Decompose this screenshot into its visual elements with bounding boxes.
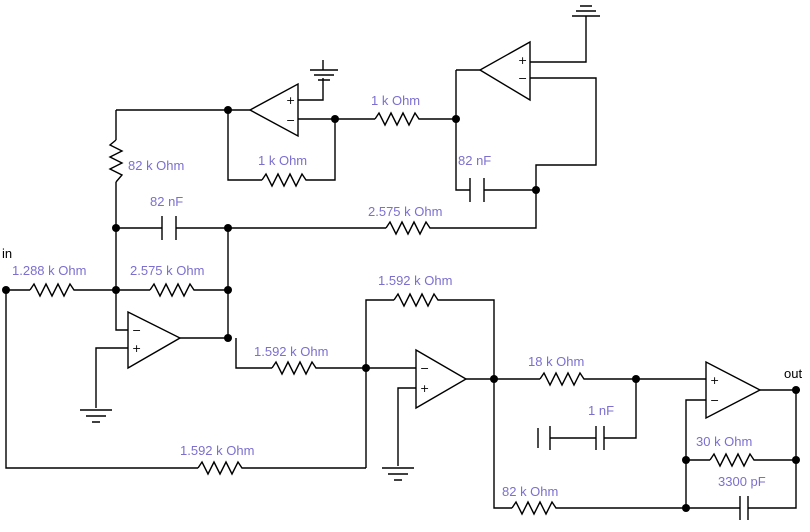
ground-symbols xyxy=(80,5,600,481)
svg-text:+: + xyxy=(420,382,429,395)
capacitor-3300pf xyxy=(739,496,749,520)
junction-dot xyxy=(682,504,690,512)
wire-opamp3-gnd xyxy=(95,347,128,408)
junction-dot xyxy=(682,456,690,464)
wire-opamp1-gnd xyxy=(298,78,324,101)
svg-text:−: − xyxy=(286,114,295,127)
ground-icon xyxy=(310,60,338,81)
resistor-1592-in xyxy=(271,360,322,376)
ground-icon xyxy=(572,5,600,17)
label-30k: 30 k Ohm xyxy=(696,434,752,449)
resistor-82k-top xyxy=(108,139,124,183)
label-1592-bottom: 1.592 k Ohm xyxy=(180,443,254,458)
wire-stage2-fb xyxy=(365,299,686,509)
label-1592-fb: 1.592 k Ohm xyxy=(378,273,452,288)
resistor-2575-sum xyxy=(149,282,200,298)
ground-icon xyxy=(80,409,112,423)
junction-dot xyxy=(792,456,800,464)
svg-text:+: + xyxy=(286,94,295,107)
wire-opamp5-fb xyxy=(685,389,800,509)
svg-text:−: − xyxy=(710,394,719,407)
label-82nf-main: 82 nF xyxy=(150,194,183,209)
resistor-30k xyxy=(709,452,760,468)
junction-dot xyxy=(224,224,232,232)
wire-1nf-shunt xyxy=(550,379,637,439)
label-1288-in: 1.288 k Ohm xyxy=(12,263,86,278)
label-3300pf: 3300 pF xyxy=(718,474,766,489)
wire-opamp1-fb xyxy=(227,110,336,181)
junction-dot xyxy=(532,186,540,194)
input-terminal xyxy=(2,286,10,294)
opamp-integrator2: + − xyxy=(478,40,531,102)
label-82k-bottom: 82 k Ohm xyxy=(502,484,558,499)
label-18k: 18 k Ohm xyxy=(528,354,584,369)
label-1k-fb: 1 k Ohm xyxy=(258,153,307,168)
opamps: + − + − − + − + + − xyxy=(127,40,762,420)
opamp-integrator1: + − xyxy=(248,82,299,138)
resistor-1k-fb xyxy=(261,172,310,188)
input-label: in xyxy=(2,246,12,261)
wire-left-bus xyxy=(115,110,128,331)
wire-summing-right xyxy=(180,228,229,339)
svg-text:−: − xyxy=(420,362,429,375)
resistor-1592-bottom xyxy=(197,460,248,476)
output-terminal xyxy=(792,386,800,394)
label-1k-in: 1 k Ohm xyxy=(371,93,420,108)
svg-text:−: − xyxy=(518,72,527,85)
resistor-1592-fb xyxy=(393,292,444,308)
resistor-1288-in xyxy=(29,282,80,298)
junction-dot xyxy=(331,115,339,123)
label-82k-top: 82 k Ohm xyxy=(128,158,184,173)
capacitor-82nf-main xyxy=(161,216,177,240)
junction-dot xyxy=(452,115,460,123)
wire-opamp4-gnd xyxy=(397,387,416,466)
wire-integrator2 xyxy=(455,69,536,191)
label-82nf-int: 82 nF xyxy=(458,153,491,168)
svg-text:+: + xyxy=(710,374,719,387)
wire-opamp2-out xyxy=(436,77,597,229)
resistors xyxy=(29,111,760,516)
capacitor-82nf-int xyxy=(469,178,485,202)
capacitor-1nf xyxy=(595,426,605,450)
opamp-stage3: + − xyxy=(705,360,762,420)
junction-dot xyxy=(112,224,120,232)
opamp-summing: − + xyxy=(127,310,182,370)
junction-dot xyxy=(362,364,370,372)
labels: in out 82 k Ohm 1 k Ohm 1 k Ohm 82 nF 82… xyxy=(2,93,802,499)
label-1nf: 1 nF xyxy=(588,403,614,418)
junctions xyxy=(2,106,800,512)
ground-icon xyxy=(537,426,551,450)
label-1592-in: 1.592 k Ohm xyxy=(254,344,328,359)
junction-dot xyxy=(490,375,498,383)
junction-dot xyxy=(224,334,232,342)
junction-dot xyxy=(632,375,640,383)
label-2575-sum: 2.575 k Ohm xyxy=(130,263,204,278)
resistor-18k xyxy=(539,371,590,387)
resistor-1k-in xyxy=(374,111,425,127)
svg-text:+: + xyxy=(132,342,141,355)
opamp-stage2: − + xyxy=(415,348,468,410)
svg-text:+: + xyxy=(518,54,527,67)
resistor-2575-long xyxy=(385,220,436,236)
capacitors xyxy=(161,178,749,520)
junction-dot xyxy=(224,106,232,114)
wire-bottom-ff xyxy=(5,290,366,469)
junction-dot xyxy=(224,286,232,294)
wiring xyxy=(5,16,800,509)
label-2575-long: 2.575 k Ohm xyxy=(368,204,442,219)
resistor-82k-bottom xyxy=(511,500,562,516)
ground-icon xyxy=(382,467,414,481)
wire-opamp2-gnd xyxy=(530,16,587,63)
output-label: out xyxy=(784,366,802,381)
junction-dot xyxy=(112,286,120,294)
svg-text:−: − xyxy=(132,324,141,337)
